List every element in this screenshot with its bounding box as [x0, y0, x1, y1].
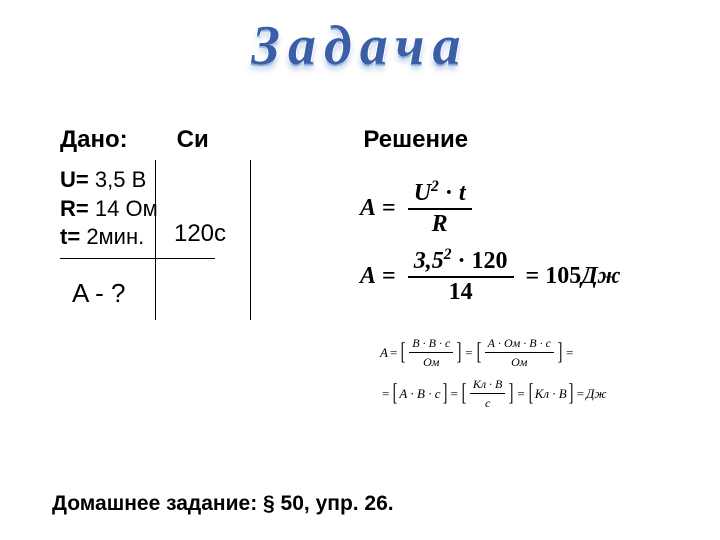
dim-term3: А · В · с: [399, 384, 440, 404]
dim-frac1: В · В · сОм: [409, 334, 453, 371]
rbracket-5: ]: [568, 386, 573, 400]
dim-line1: A = [ В · В · сОм ] = [ А · Ом · В · сОм…: [380, 334, 680, 371]
u-value: 3,5 В: [95, 167, 146, 192]
r-label: R=: [60, 196, 89, 221]
divider-si-solution: [250, 160, 251, 320]
dim-eq5: =: [451, 384, 458, 404]
given-u: U= 3,5 В: [60, 166, 230, 195]
rbracket-1: ]: [457, 345, 462, 359]
rbracket-3: ]: [442, 386, 447, 400]
solution-block: A = U2 · t R A = 3,52 · 120 14 = 105Дж: [360, 170, 680, 314]
u-label: U=: [60, 167, 89, 192]
dimensional-analysis: A = [ В · В · сОм ] = [ А · Ом · В · сОм…: [380, 330, 680, 416]
dim-eq6: =: [517, 384, 524, 404]
f1-lhs: A: [360, 195, 376, 222]
f2-frac: 3,52 · 120 14: [408, 246, 514, 306]
lbracket-2: [: [476, 345, 481, 359]
dim-eq2: =: [465, 343, 472, 363]
slide: Задача Дано: Си Решение U= 3,5 В R= 14 О…: [0, 0, 720, 540]
f2-den: 14: [443, 278, 479, 306]
t-label: t=: [60, 224, 80, 249]
dim-eq1: =: [390, 343, 397, 363]
f2-eq1: =: [382, 263, 396, 290]
given-r: R= 14 Ом: [60, 195, 230, 224]
dim-eq3: =: [566, 343, 573, 363]
dim-term5: Кл · В: [535, 384, 567, 404]
lbracket-4: [: [461, 386, 466, 400]
f2-eq2: =: [526, 263, 540, 290]
lbracket-5: [: [528, 386, 533, 400]
rbracket-2: ]: [558, 345, 563, 359]
r-value: 14 Ом: [95, 196, 158, 221]
f1-den: R: [426, 210, 454, 238]
dim-eq7: =: [577, 384, 584, 404]
column-headers: Дано: Си Решение: [60, 126, 680, 154]
slide-title: Задача: [0, 14, 720, 78]
f1-eq: =: [382, 195, 396, 222]
dim-frac4: Кл · Вс: [470, 375, 506, 412]
given-separator: [60, 258, 215, 259]
given-question: A - ?: [60, 277, 230, 311]
t-value: 2мин.: [86, 224, 144, 249]
formula-general: A = U2 · t R: [360, 178, 680, 238]
lbracket-1: [: [401, 345, 406, 359]
lbracket-3: [: [393, 386, 398, 400]
formula-numeric: A = 3,52 · 120 14 = 105Дж: [360, 246, 680, 306]
dim-frac2: А · Ом · В · сОм: [485, 334, 554, 371]
homework: Домашнее задание: § 50, упр. 26.: [52, 492, 394, 516]
f2-lhs: A: [360, 263, 376, 290]
f2-num: 3,52 · 120: [408, 246, 514, 278]
si-block: 120с: [160, 220, 240, 248]
dim-a: A: [380, 343, 388, 363]
f1-frac: U2 · t R: [408, 178, 472, 238]
si-t: 120с: [160, 220, 240, 248]
header-given: Дано:: [60, 126, 170, 154]
header-si: Си: [177, 126, 317, 154]
dim-line2: = [ А · В · с ] = [ Кл · Вс ] = [ Кл · В…: [380, 375, 680, 412]
f1-num: U2 · t: [408, 178, 472, 210]
f2-result: 105Дж: [545, 263, 620, 290]
dim-final: Дж: [586, 384, 606, 404]
header-solution: Решение: [363, 126, 468, 154]
dim-eq4: =: [382, 384, 389, 404]
rbracket-4: ]: [509, 386, 514, 400]
